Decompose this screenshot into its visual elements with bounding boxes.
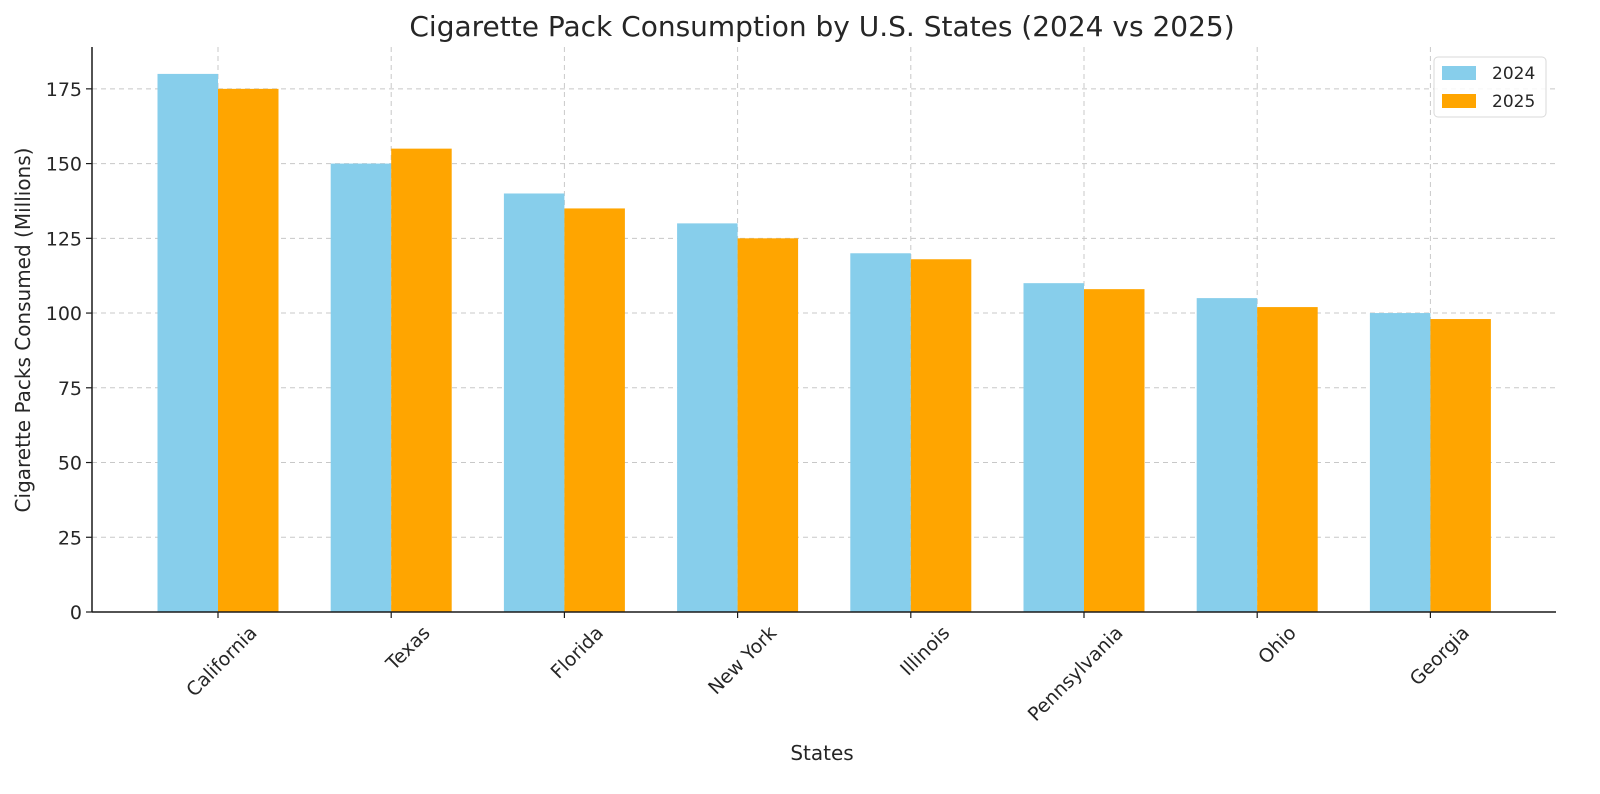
bar-2025-california [218,88,279,612]
y-tick-label: 175 [46,79,82,101]
legend-label-2025: 2025 [1492,92,1535,112]
bar-2025-florida [564,208,625,612]
y-tick-label: 75 [58,378,82,400]
bar-2024-georgia [1369,313,1431,612]
bar-2025-ohio [1257,307,1318,612]
y-tick-label: 125 [46,228,82,250]
bar-2024-new-york [677,223,738,612]
bar-2025-pennsylvania [1084,289,1145,612]
axes [86,47,1556,618]
x-tick-label: Ohio [1254,622,1301,669]
x-tick-label: Illinois [896,622,954,680]
x-tick-label: Pennsylvania [1024,622,1128,726]
x-tick-label: Texas [381,622,434,675]
legend-swatch-2024 [1442,66,1476,80]
legend-label-2024: 2024 [1492,64,1535,84]
grid [92,47,1556,612]
y-tick-label: 25 [58,527,82,549]
bar-2024-illinois [850,253,911,612]
bar-2025-illinois [910,259,972,612]
x-tick-labels: California Texas Florida New York Illinois Pe… [182,622,1474,726]
bars [157,73,1491,613]
legend-swatch-2025 [1442,94,1476,108]
y-tick-labels: 0 25 50 75 100 125 150 175 [46,79,82,624]
bar-2025-texas [391,148,452,613]
x-tick-label: New York [704,622,781,699]
y-tick-label: 50 [58,453,82,475]
y-axis-label: Cigarette Packs Consumed (Millions) [11,148,35,513]
legend: 2024 2025 [1433,56,1547,118]
x-tick-label: California [182,622,261,701]
chart-title: Cigarette Pack Consumption by U.S. State… [409,10,1234,43]
bar-2025-new-york [737,238,799,612]
bar-2024-ohio [1196,298,1258,612]
y-tick-label: 0 [70,602,82,624]
bar-2024-florida [503,193,565,612]
x-axis-label: States [790,741,853,765]
y-tick-label: 100 [46,303,82,325]
bar-2025-georgia [1430,319,1491,612]
x-tick-label: Florida [547,622,608,683]
bar-2024-california [157,73,218,612]
x-tick-label: Georgia [1406,622,1474,690]
bar-2024-texas [330,163,392,613]
y-tick-label: 150 [46,154,82,176]
bar-2024-pennsylvania [1023,283,1084,612]
